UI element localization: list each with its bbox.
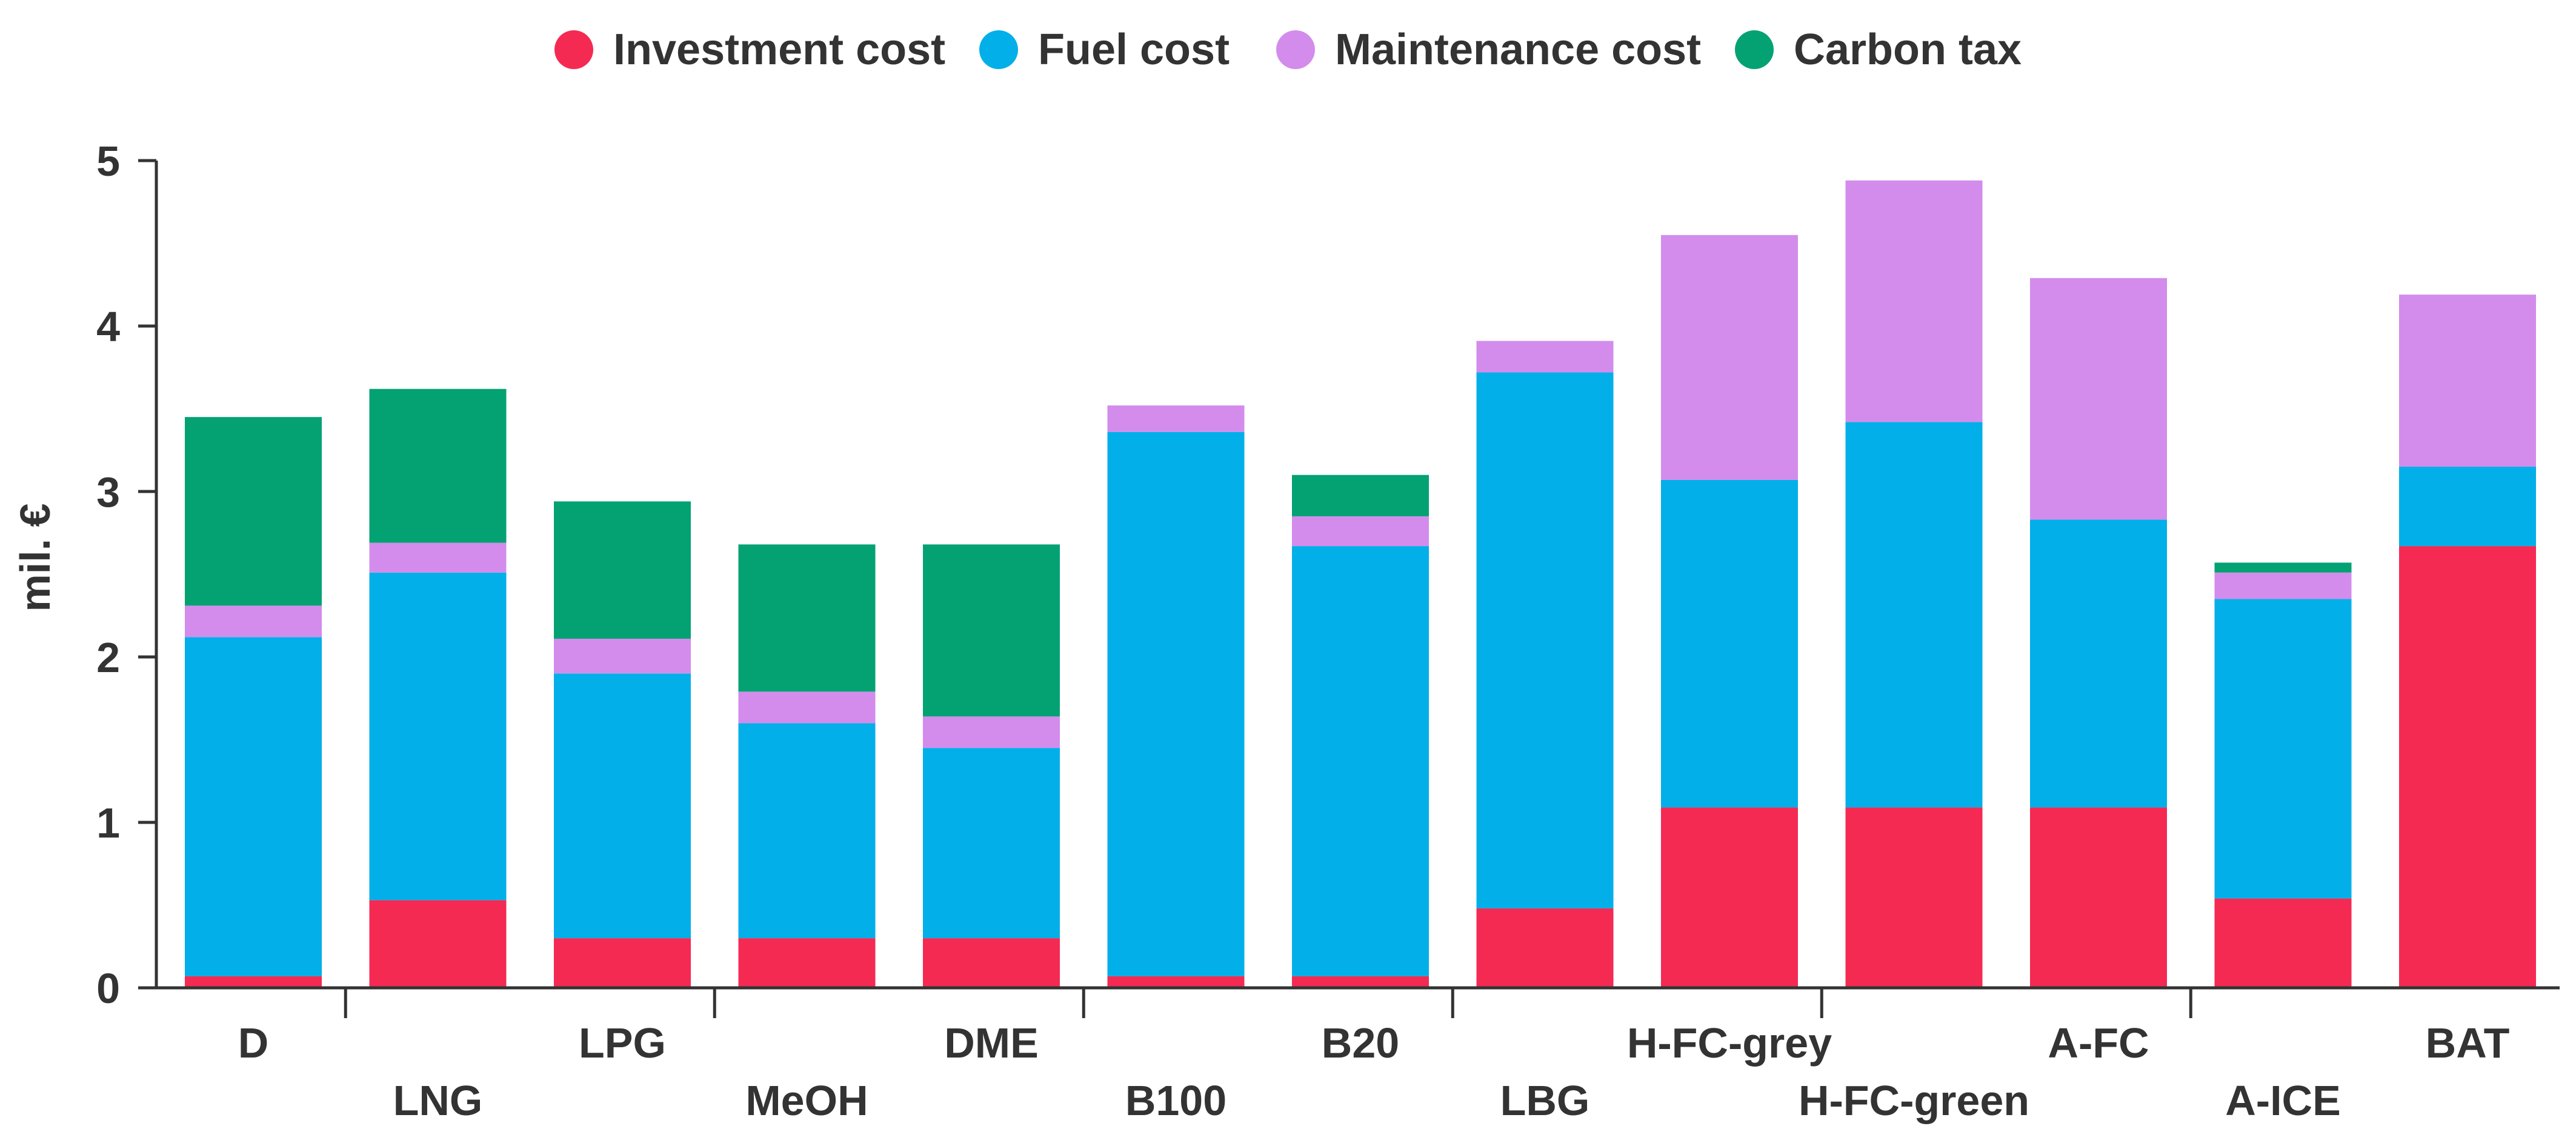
bar-b20-maintenance [1292, 516, 1429, 547]
bar-b20-investment [1292, 976, 1429, 988]
legend-label-maintenance: Maintenance cost [1335, 25, 1701, 74]
y-axis: 0 1 2 3 4 5 [96, 138, 158, 1012]
bar-b20-carbon [1292, 475, 1429, 516]
legend-label-fuel: Fuel cost [1038, 25, 1230, 74]
y-tick-label-5: 5 [96, 138, 120, 185]
bar-lpg-investment [554, 938, 691, 988]
bar-b100-maintenance [1107, 405, 1245, 432]
bar-lng-fuel [369, 572, 507, 901]
bar-bat-fuel [2399, 467, 2536, 547]
bar-d-maintenance [185, 605, 322, 638]
bar-a-ice-maintenance [2214, 572, 2352, 599]
bar-dme-fuel [923, 748, 1060, 939]
x-tick-label-lpg: LPG [579, 1019, 666, 1067]
bar-bat-investment [2399, 546, 2536, 988]
bar-a-ice-investment [2214, 898, 2352, 988]
x-tick-label-b20: B20 [1322, 1019, 1399, 1067]
bar-h-fc-grey-investment [1661, 807, 1798, 988]
bar-meoh-carbon [738, 544, 876, 692]
legend-swatch-carbon [1735, 30, 1774, 69]
bar-h-fc-grey-fuel [1661, 479, 1798, 808]
legend-swatch-maintenance [1276, 30, 1315, 69]
y-tick-label-3: 3 [96, 468, 120, 516]
bar-b20-fuel [1292, 546, 1429, 976]
bar-lbg-maintenance [1476, 341, 1614, 373]
bar-a-ice-fuel [2214, 599, 2352, 899]
bar-d-carbon [185, 417, 322, 606]
bar-lbg-investment [1476, 908, 1614, 988]
y-tick-label-2: 2 [96, 634, 120, 681]
bar-a-fc-maintenance [2030, 278, 2167, 520]
bar-lng-carbon [369, 388, 507, 543]
bar-a-fc-fuel [2030, 519, 2167, 808]
bar-dme-maintenance [923, 716, 1060, 748]
bar-meoh-fuel [738, 723, 876, 939]
bar-d-fuel [185, 637, 322, 976]
legend: Investment cost Fuel cost Maintenance cost… [554, 25, 2022, 74]
x-tick-label-bat: BAT [2426, 1019, 2510, 1067]
x-tick-label-h-fc-green: H-FC-green [1799, 1077, 2029, 1124]
bar-lbg-fuel [1476, 372, 1614, 908]
bar-meoh-maintenance [738, 691, 876, 724]
bars [185, 180, 2536, 988]
legend-swatch-investment [554, 30, 593, 69]
bar-dme-carbon [923, 544, 1060, 717]
bar-lng-investment [369, 900, 507, 988]
bar-lpg-fuel [554, 673, 691, 939]
bar-meoh-investment [738, 938, 876, 988]
bar-dme-investment [923, 938, 1060, 988]
bar-a-fc-investment [2030, 807, 2167, 988]
bar-lpg-carbon [554, 501, 691, 639]
x-tick-label-lng: LNG [393, 1077, 483, 1124]
bar-b100-fuel [1107, 431, 1245, 976]
bar-a-ice-carbon [2214, 562, 2352, 573]
y-tick-label-1: 1 [96, 799, 120, 847]
x-tick-label-lbg: LBG [1500, 1077, 1590, 1124]
bar-d-investment [185, 976, 322, 988]
bar-h-fc-green-fuel [1845, 422, 1983, 808]
bar-lng-maintenance [369, 542, 507, 573]
bar-h-fc-grey-maintenance [1661, 235, 1798, 480]
x-tick-label-h-fc-grey: H-FC-grey [1627, 1019, 1832, 1067]
legend-label-carbon: Carbon tax [1794, 25, 2022, 74]
x-axis: D LNG LPG MeOH DME B100 B20 LBG H-FC-grey H-FC-gr… [156, 986, 2560, 1124]
y-axis-title: mil. € [12, 504, 59, 612]
bar-h-fc-green-maintenance [1845, 180, 1983, 422]
bar-b100-investment [1107, 976, 1245, 988]
x-tick-label-a-ice: A-ICE [2225, 1077, 2341, 1124]
x-tick-label-b100: B100 [1125, 1077, 1226, 1124]
x-tick-label-dme: DME [944, 1019, 1039, 1067]
bar-h-fc-green-investment [1845, 807, 1983, 988]
legend-swatch-fuel [979, 30, 1018, 69]
bar-bat-maintenance [2399, 295, 2536, 467]
y-tick-label-0: 0 [96, 965, 120, 1012]
legend-label-investment: Investment cost [613, 25, 945, 74]
y-tick-label-4: 4 [96, 303, 120, 350]
x-tick-label-a-fc: A-FC [2048, 1019, 2149, 1067]
x-tick-label-meoh: MeOH [745, 1077, 868, 1124]
bar-lpg-maintenance [554, 638, 691, 674]
x-tick-label-d: D [238, 1019, 269, 1067]
